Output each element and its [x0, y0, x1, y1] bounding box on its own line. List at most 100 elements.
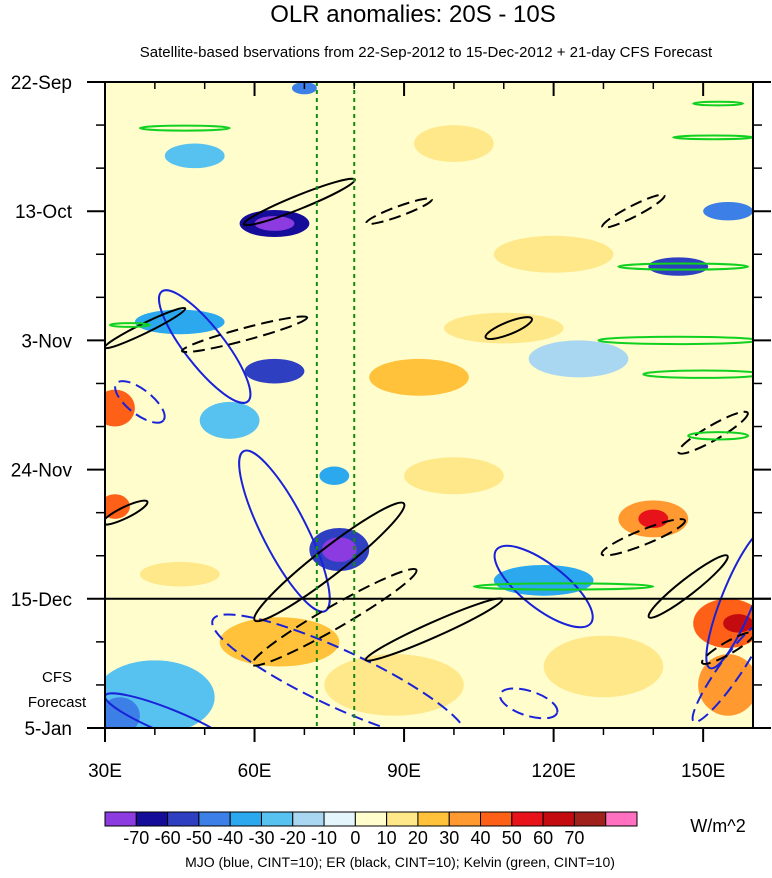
blue-contour-1: [238, 449, 331, 613]
colorbar-label-2: -50: [186, 828, 212, 848]
colorbar-swatch-13: [511, 811, 544, 827]
colorbar-label-5: -20: [280, 828, 306, 848]
colorbar-swatch-3: [198, 811, 231, 827]
anomaly-blob-7: [528, 340, 629, 378]
green-contour-31: [108, 322, 151, 328]
x-tick-label-4: 150E: [681, 761, 725, 782]
colorbar-label-12: 50: [502, 828, 522, 848]
colorbar-swatch-10: [417, 811, 450, 827]
y-tick-label-3: 24-Nov: [11, 461, 73, 482]
green-contour-30: [472, 582, 655, 591]
anomaly-blob-2: [443, 312, 564, 344]
green-contour-25: [597, 335, 753, 346]
green-contour-28: [692, 100, 745, 107]
anomaly-blob-15: [493, 564, 594, 596]
heatmap-background: [105, 82, 753, 728]
x-axis: 30E 60E 90E 120E 150E: [88, 82, 725, 782]
colorbar-label-10: 30: [439, 828, 459, 848]
green-contour-23: [138, 124, 231, 132]
anomaly-blob-10: [199, 401, 260, 439]
heatmap-layer: [105, 82, 753, 728]
contour-legend-text: MJO (blue, CINT=10); ER (black, CINT=10)…: [185, 854, 615, 870]
colorbar-label-0: -70: [123, 828, 149, 848]
anomaly-blob-13: [698, 654, 753, 716]
anomaly-blob-28: [723, 614, 753, 633]
colorbar-label-14: 70: [564, 828, 584, 848]
colorbar-swatch-7: [323, 811, 356, 827]
black-contour-15: [105, 499, 149, 526]
anomaly-blob-21: [105, 389, 135, 427]
black-contour-20: [600, 518, 687, 557]
x-tick-label-3: 120E: [531, 761, 575, 782]
colorbar-swatch-12: [480, 811, 513, 827]
colorbar-swatch-16: [605, 811, 638, 827]
black-contour-19: [601, 193, 666, 229]
y-tick-label-0: 22-Sep: [11, 73, 72, 94]
y-axis: 22-Sep 13-Oct 3-Nov 24-Nov 15-Dec 5-Jan CFS For…: [11, 73, 771, 740]
black-contour-17: [180, 315, 309, 354]
anomaly-blob-4: [543, 635, 664, 698]
x-tick-label-1: 60E: [238, 761, 272, 782]
black-contour-18: [251, 567, 418, 667]
anomaly-blob-31: [254, 216, 295, 231]
anomaly-blob-30: [321, 537, 357, 562]
colorbar-swatch-15: [573, 811, 607, 827]
anomaly-blob-5: [404, 457, 504, 495]
plot-frame: [104, 81, 771, 729]
x-tick-label-2: 90E: [387, 761, 421, 782]
anomaly-blob-18: [105, 494, 130, 519]
black-contour-10: [253, 501, 406, 623]
anomaly-blob-9: [219, 617, 340, 667]
y-tick-label-1: 13-Oct: [15, 202, 73, 223]
y-tick-label-2: 3-Nov: [21, 331, 72, 352]
blue-contour-6: [211, 613, 468, 728]
colorbar-swatch-4: [229, 811, 262, 827]
x-tick-label-0: 30E: [88, 761, 122, 782]
colorbar-label-4: -30: [248, 828, 274, 848]
black-contour-12: [647, 554, 729, 619]
colorbar-swatch-5: [260, 811, 294, 827]
colorbar-swatch-0: [104, 811, 137, 827]
colorbar-label-7: 0: [350, 828, 360, 848]
black-contour-16: [365, 197, 433, 225]
colorbar-unit: W/m^2: [690, 816, 745, 836]
y-tick-label-4: 15-Dec: [11, 590, 72, 611]
anomaly-blob-8: [369, 358, 469, 396]
blue-contour-2: [493, 544, 594, 629]
colorbar-label-8: 10: [377, 828, 397, 848]
green-contour-26: [642, 369, 753, 379]
black-contour-14: [484, 316, 533, 341]
colorbar-swatch-2: [167, 811, 200, 827]
blue-contour-7: [498, 687, 559, 720]
anomaly-blob-6: [139, 561, 220, 587]
colorbar-swatch-1: [135, 811, 169, 827]
anomaly-blob-27: [648, 257, 709, 276]
colorbar-swatch-14: [542, 811, 575, 827]
anomaly-blob-3: [324, 654, 464, 716]
forecast-label-line-0: CFS: [42, 669, 72, 686]
black-contour-22: [700, 631, 753, 665]
anomaly-blob-11: [164, 143, 225, 169]
anomaly-blob-25: [638, 509, 669, 529]
colorbar-swatch-11: [448, 811, 482, 827]
chart-subtitle: Satellite-based bservations from 22-Sep-…: [140, 44, 713, 61]
colorbar-label-11: 40: [471, 828, 491, 848]
green-contour-24: [617, 262, 750, 271]
forecast-label-line-1: Forecast: [28, 694, 87, 711]
chart-title: OLR anomalies: 20S - 10S: [270, 1, 555, 28]
colorbar-label-6: -10: [311, 828, 337, 848]
anomaly-blob-0: [414, 125, 494, 162]
green-contour-29: [687, 431, 750, 441]
colorbar-swatch-6: [292, 811, 325, 827]
anomaly-blob-17: [319, 466, 350, 485]
colorbar-label-13: 60: [533, 828, 553, 848]
blue-contour-8: [691, 622, 753, 724]
anomaly-blob-26: [244, 358, 305, 384]
colorbar-label-9: 20: [408, 828, 428, 848]
blue-contour-5: [114, 380, 166, 424]
anomaly-blob-1: [493, 235, 614, 273]
colorbar-swatch-9: [386, 811, 419, 827]
colorbar-swatch-8: [354, 811, 388, 827]
colorbar-label-1: -60: [155, 828, 181, 848]
